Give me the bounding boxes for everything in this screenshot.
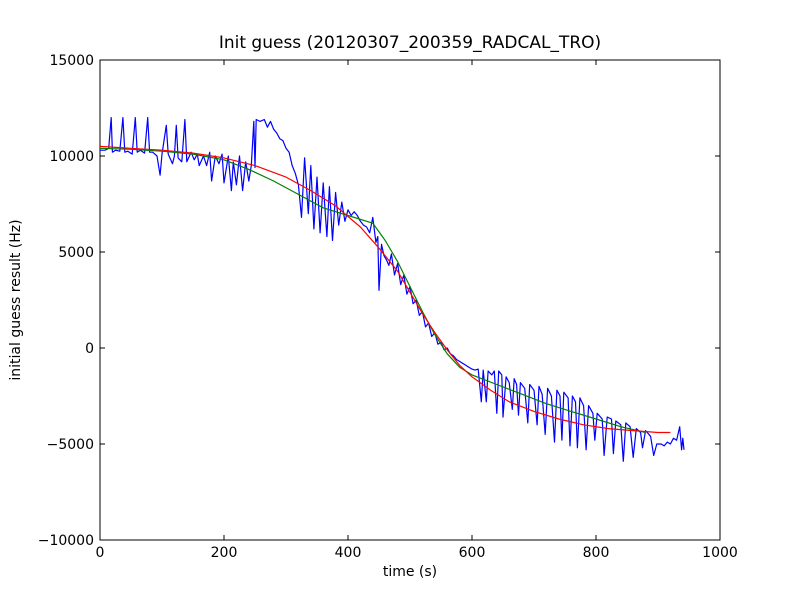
y-tick-label: 10000: [49, 149, 94, 165]
series-line-1: [99, 147, 646, 434]
series-line-0: [100, 116, 685, 462]
chart-title: Init guess (20120307_200359_RADCAL_TRO): [219, 33, 601, 53]
y-tick-label: 5000: [58, 245, 94, 261]
y-tick-label: 0: [85, 341, 94, 357]
y-tick-label: −5000: [47, 437, 94, 453]
x-tick-label: 400: [335, 545, 362, 561]
x-tick-label: 200: [211, 545, 238, 561]
x-tick-label: 800: [583, 545, 610, 561]
series-layer: [99, 116, 685, 462]
plot-area: [99, 59, 721, 541]
x-tick-label: 0: [96, 545, 105, 561]
x-tick-label: 1000: [702, 545, 738, 561]
x-axis-label: time (s): [383, 564, 437, 580]
x-tick-label: 600: [459, 545, 486, 561]
series-line-2: [99, 145, 671, 434]
y-tick-label: 15000: [49, 53, 94, 69]
ticks-layer: 0 200 400 600 800 1000 −10000 −5000 0 5000 10000 15…: [38, 53, 738, 561]
y-axis-label: initial guess result (Hz): [8, 219, 24, 380]
y-tick-label: −10000: [38, 533, 94, 549]
